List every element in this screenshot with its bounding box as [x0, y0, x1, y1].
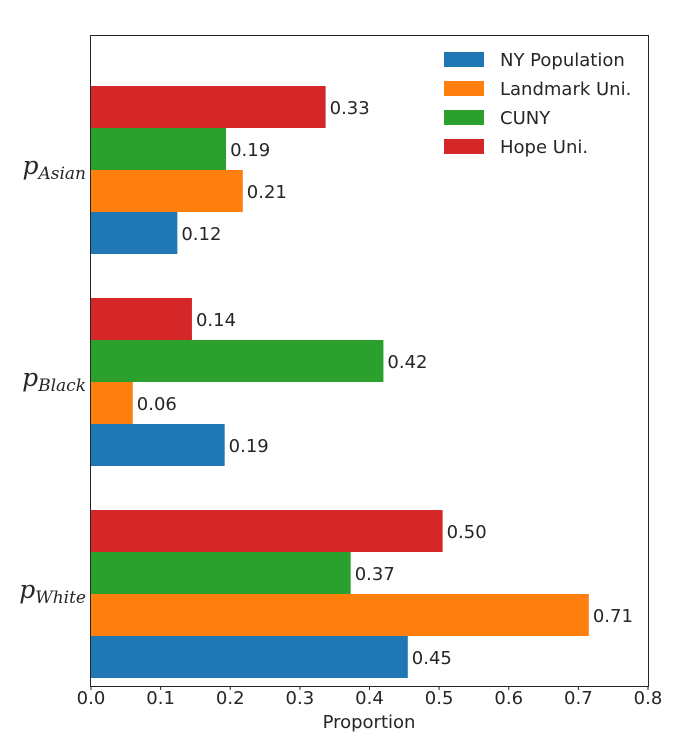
legend-entry-label: CUNY — [500, 108, 551, 129]
data-label: 0.33 — [330, 98, 370, 119]
x-axis-label: Proportion — [323, 712, 416, 733]
bar-landmark-uni--asian — [91, 170, 243, 212]
bar-landmark-uni--white — [91, 594, 589, 636]
legend-entry-label: Hope Uni. — [500, 137, 588, 158]
x-tick-label: 0.6 — [494, 688, 523, 709]
data-label: 0.06 — [137, 394, 177, 415]
bar-hope-uni--asian — [91, 86, 326, 128]
x-tick-label: 0.2 — [216, 688, 245, 709]
x-tick-label: 0.0 — [77, 688, 106, 709]
x-axis-ticks: 0.0 0.1 0.2 0.3 0.4 0.5 0.6 0.7 0.8 — [77, 686, 663, 709]
data-label: 0.71 — [593, 606, 633, 627]
data-label: 0.14 — [196, 310, 236, 331]
bar-ny-population-black — [91, 424, 225, 466]
x-tick-label: 0.5 — [425, 688, 454, 709]
bar-ny-population-asian — [91, 212, 178, 254]
bar-cuny-black — [91, 340, 384, 382]
category-label-black: pBlack — [22, 363, 86, 396]
legend: NY Population Landmark Uni. CUNY Hope Uni. — [444, 50, 631, 158]
bar-landmark-uni--black — [91, 382, 133, 424]
legend-swatch — [444, 52, 484, 67]
category-label-white: pWhite — [19, 575, 86, 608]
data-labels-layer: 0.45 0.71 0.37 0.50 0.19 0.06 0.42 0.14 0.12 0.21… — [137, 98, 633, 669]
legend-swatch — [444, 139, 484, 154]
data-label: 0.42 — [387, 352, 427, 373]
legend-entry-label: Landmark Uni. — [500, 79, 631, 100]
bar-ny-population-white — [91, 636, 408, 678]
bar-hope-uni--black — [91, 298, 192, 340]
x-tick-label: 0.4 — [355, 688, 384, 709]
data-label: 0.50 — [447, 522, 487, 543]
legend-swatch — [444, 110, 484, 125]
x-tick-label: 0.7 — [564, 688, 593, 709]
data-label: 0.19 — [230, 140, 270, 161]
x-tick-label: 0.8 — [634, 688, 663, 709]
bar-cuny-asian — [91, 128, 227, 170]
legend-entry-label: NY Population — [500, 50, 625, 71]
data-label: 0.45 — [412, 648, 452, 669]
bars-layer — [91, 86, 589, 678]
bar-cuny-white — [91, 552, 351, 594]
category-label-asian: pAsian — [22, 151, 86, 184]
data-label: 0.21 — [247, 182, 287, 203]
data-label: 0.19 — [229, 436, 269, 457]
y-axis-category-labels: pWhite pBlack pAsian — [19, 151, 86, 608]
bar-hope-uni--white — [91, 510, 443, 552]
x-tick-label: 0.1 — [146, 688, 175, 709]
data-label: 0.37 — [355, 564, 395, 585]
data-label: 0.12 — [181, 224, 221, 245]
legend-swatch — [444, 81, 484, 96]
x-tick-label: 0.3 — [286, 688, 315, 709]
